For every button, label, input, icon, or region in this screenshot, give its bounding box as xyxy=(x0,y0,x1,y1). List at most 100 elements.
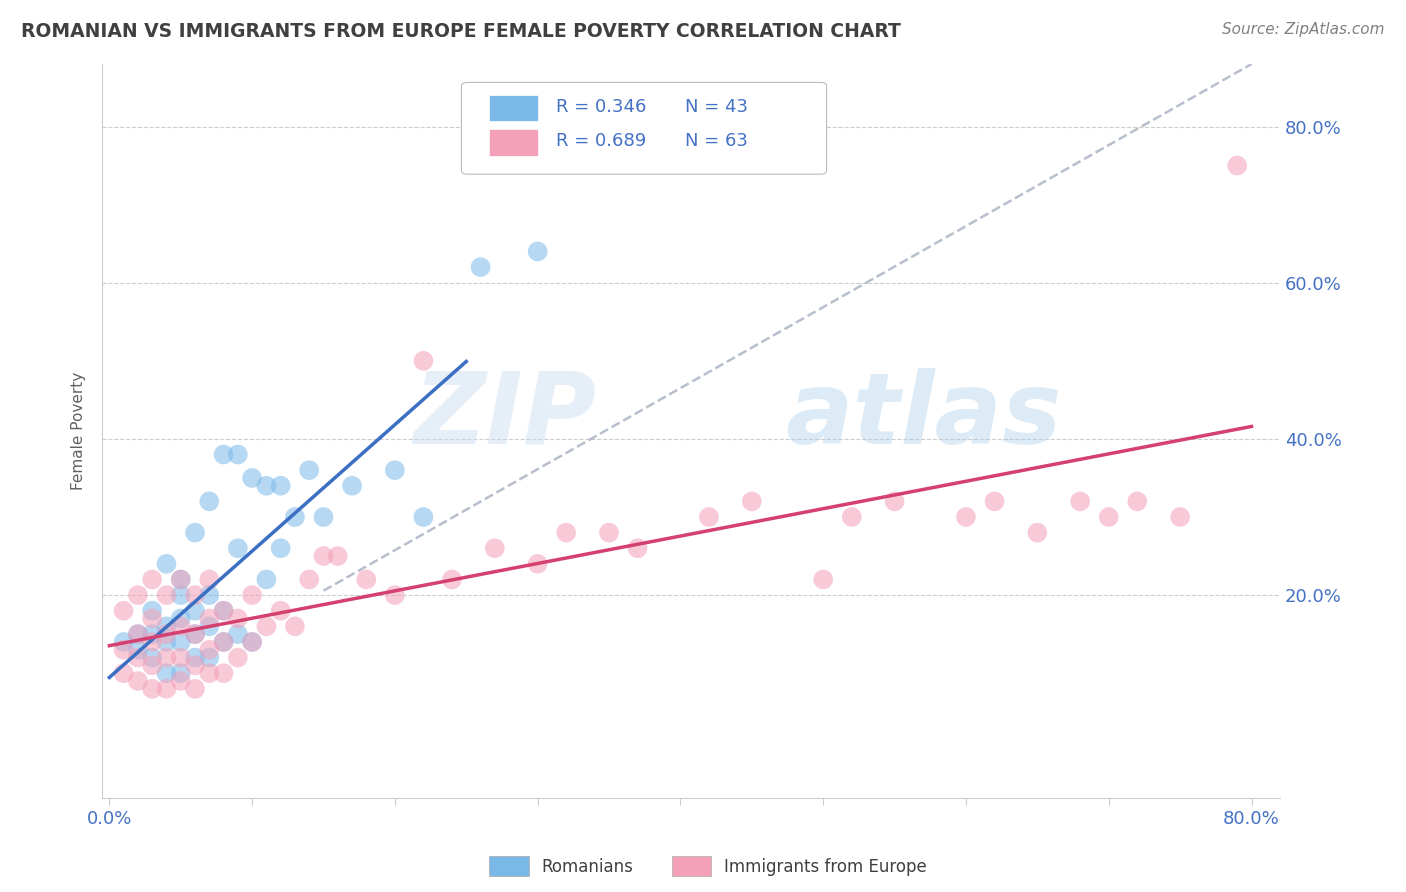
Bar xyxy=(488,95,538,121)
Point xyxy=(284,619,307,633)
Point xyxy=(141,650,163,665)
Point xyxy=(384,588,406,602)
Point xyxy=(598,525,620,540)
Point xyxy=(240,635,263,649)
Point xyxy=(526,557,548,571)
Point xyxy=(440,573,463,587)
Point xyxy=(254,479,277,493)
Point xyxy=(254,573,277,587)
Point xyxy=(1168,510,1191,524)
Point xyxy=(626,541,648,556)
Point xyxy=(170,611,193,625)
Text: N = 43: N = 43 xyxy=(685,97,748,116)
Point xyxy=(883,494,905,508)
Point xyxy=(254,619,277,633)
Point xyxy=(955,510,977,524)
FancyBboxPatch shape xyxy=(461,82,827,174)
Text: ROMANIAN VS IMMIGRANTS FROM EUROPE FEMALE POVERTY CORRELATION CHART: ROMANIAN VS IMMIGRANTS FROM EUROPE FEMAL… xyxy=(21,22,901,41)
Point xyxy=(212,635,235,649)
Point xyxy=(198,619,221,633)
Point xyxy=(356,573,378,587)
Point xyxy=(127,627,149,641)
Point xyxy=(198,611,221,625)
Point xyxy=(298,463,321,477)
Point xyxy=(198,666,221,681)
Point xyxy=(141,611,163,625)
Point xyxy=(127,588,149,602)
Point xyxy=(212,448,235,462)
Point xyxy=(312,549,335,563)
Point xyxy=(141,681,163,696)
Point xyxy=(127,642,149,657)
Point xyxy=(1026,525,1049,540)
Point xyxy=(212,604,235,618)
Point xyxy=(170,588,193,602)
Point xyxy=(170,666,193,681)
Point xyxy=(184,627,207,641)
Point xyxy=(226,611,249,625)
Bar xyxy=(488,129,538,156)
Point xyxy=(184,681,207,696)
Point xyxy=(198,588,221,602)
Point xyxy=(240,471,263,485)
Point xyxy=(384,463,406,477)
Point xyxy=(155,681,177,696)
Point xyxy=(226,650,249,665)
Point xyxy=(412,510,434,524)
Point xyxy=(184,658,207,673)
Point xyxy=(155,588,177,602)
Text: Immigrants from Europe: Immigrants from Europe xyxy=(724,858,927,876)
Point xyxy=(155,666,177,681)
Point xyxy=(270,541,292,556)
Point xyxy=(226,627,249,641)
Point xyxy=(212,635,235,649)
Point xyxy=(198,650,221,665)
Point xyxy=(127,627,149,641)
Point xyxy=(212,666,235,681)
Point xyxy=(284,510,307,524)
Point xyxy=(112,642,135,657)
Point xyxy=(1069,494,1091,508)
Point xyxy=(141,658,163,673)
Point xyxy=(198,573,221,587)
Point xyxy=(697,510,720,524)
Point xyxy=(270,604,292,618)
Point xyxy=(170,635,193,649)
Point xyxy=(184,525,207,540)
Point xyxy=(155,619,177,633)
Point xyxy=(270,479,292,493)
Point xyxy=(141,635,163,649)
Text: R = 0.346: R = 0.346 xyxy=(555,97,645,116)
Point xyxy=(127,673,149,688)
Point xyxy=(170,573,193,587)
Point xyxy=(212,604,235,618)
Point xyxy=(326,549,349,563)
Point xyxy=(555,525,578,540)
Point xyxy=(155,635,177,649)
Point xyxy=(1226,159,1249,173)
Point xyxy=(741,494,763,508)
Point xyxy=(198,494,221,508)
Point xyxy=(240,635,263,649)
Point xyxy=(184,604,207,618)
Text: Source: ZipAtlas.com: Source: ZipAtlas.com xyxy=(1222,22,1385,37)
Point xyxy=(141,573,163,587)
Point xyxy=(170,573,193,587)
Point xyxy=(155,627,177,641)
Point xyxy=(226,448,249,462)
Text: Romanians: Romanians xyxy=(541,858,633,876)
Point xyxy=(155,650,177,665)
Point xyxy=(170,650,193,665)
Point xyxy=(141,627,163,641)
Point xyxy=(484,541,506,556)
Point xyxy=(412,353,434,368)
Point xyxy=(811,573,834,587)
Point xyxy=(470,260,492,274)
Point xyxy=(226,541,249,556)
Y-axis label: Female Poverty: Female Poverty xyxy=(72,372,86,491)
Point xyxy=(184,627,207,641)
Point xyxy=(184,650,207,665)
Point xyxy=(298,573,321,587)
Point xyxy=(141,604,163,618)
Text: R = 0.689: R = 0.689 xyxy=(555,132,645,150)
